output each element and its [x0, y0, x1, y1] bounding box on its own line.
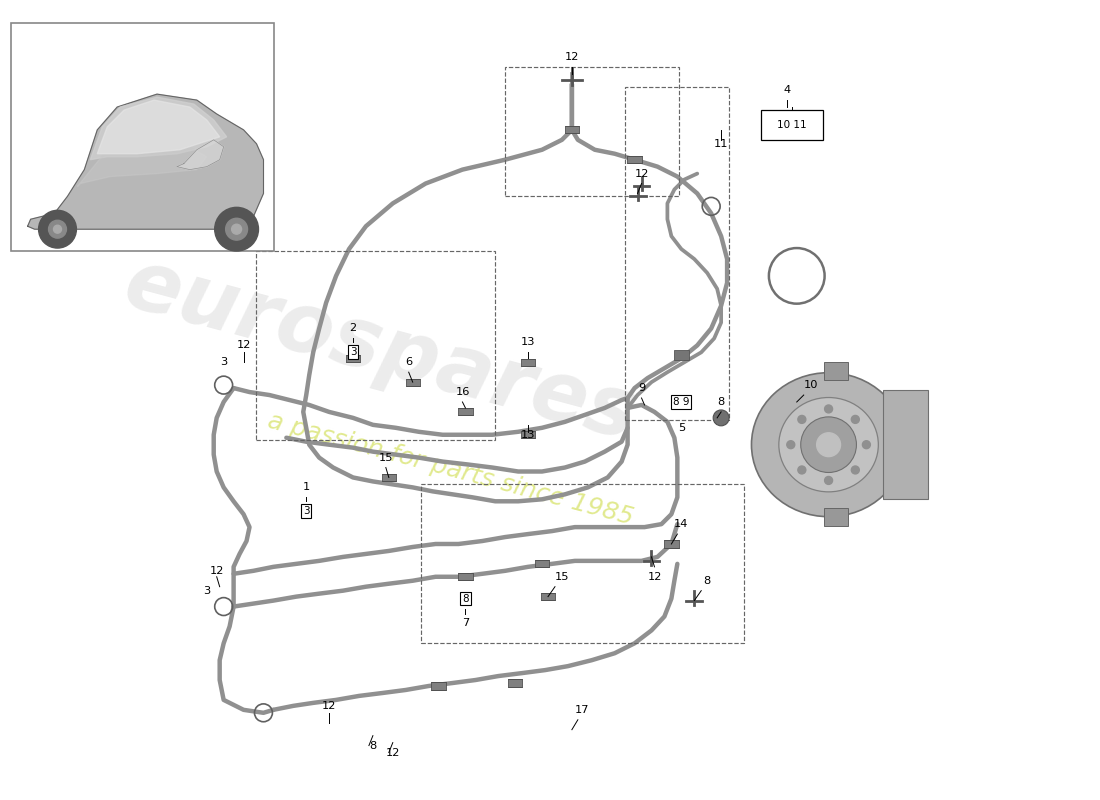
Text: 14: 14 — [674, 519, 689, 529]
Text: eurospares: eurospares — [116, 243, 646, 458]
Text: 3: 3 — [302, 506, 309, 516]
Text: 15: 15 — [554, 572, 569, 582]
Bar — [382, 474, 396, 481]
Polygon shape — [97, 100, 220, 154]
Text: 1: 1 — [302, 482, 310, 492]
Text: 8: 8 — [717, 397, 725, 407]
Text: 3: 3 — [220, 358, 228, 367]
Bar — [674, 350, 689, 360]
Text: 8 9: 8 9 — [673, 397, 690, 407]
Bar — [420, 485, 744, 643]
Circle shape — [851, 466, 859, 474]
Bar — [459, 573, 473, 580]
Bar — [508, 679, 522, 686]
Bar — [505, 67, 680, 197]
Text: 12: 12 — [635, 169, 649, 178]
Text: 6: 6 — [405, 358, 412, 367]
Bar — [406, 378, 420, 386]
Text: a passion for parts since 1985: a passion for parts since 1985 — [265, 409, 636, 530]
Text: 9: 9 — [638, 383, 646, 393]
Bar — [627, 156, 641, 163]
Circle shape — [862, 441, 870, 449]
Circle shape — [825, 405, 833, 413]
Ellipse shape — [751, 373, 905, 517]
Bar — [535, 560, 549, 567]
Text: 12: 12 — [322, 701, 337, 711]
Text: 12: 12 — [564, 52, 579, 62]
Bar — [824, 508, 848, 526]
Circle shape — [798, 415, 806, 423]
Circle shape — [39, 210, 76, 248]
Text: 15: 15 — [378, 453, 393, 462]
Bar — [564, 126, 579, 134]
Circle shape — [713, 410, 729, 426]
Bar — [345, 354, 360, 362]
Polygon shape — [28, 94, 264, 229]
Text: 16: 16 — [455, 387, 470, 397]
Text: 5: 5 — [678, 423, 685, 433]
Text: 12: 12 — [209, 566, 224, 576]
Text: 11: 11 — [714, 138, 728, 149]
Circle shape — [786, 441, 795, 449]
Circle shape — [48, 220, 66, 238]
Polygon shape — [177, 140, 223, 170]
Text: 7: 7 — [462, 618, 469, 629]
Text: 4: 4 — [783, 85, 791, 95]
Text: 8: 8 — [462, 594, 469, 604]
Text: 3: 3 — [350, 347, 356, 358]
Bar — [256, 251, 495, 440]
Circle shape — [54, 226, 62, 233]
Text: 17: 17 — [574, 705, 590, 715]
Bar — [11, 22, 274, 251]
Bar — [761, 110, 823, 140]
Bar — [883, 390, 928, 499]
Bar — [824, 362, 848, 380]
Circle shape — [226, 218, 248, 240]
Circle shape — [851, 415, 859, 423]
Bar — [664, 541, 679, 547]
Ellipse shape — [779, 398, 878, 492]
Text: 13: 13 — [521, 430, 536, 440]
Circle shape — [798, 466, 806, 474]
Text: 8: 8 — [370, 741, 376, 750]
Circle shape — [232, 224, 242, 234]
Bar — [459, 408, 473, 415]
Circle shape — [214, 207, 258, 251]
Text: 3: 3 — [204, 586, 210, 596]
Polygon shape — [77, 140, 207, 186]
Bar — [521, 431, 536, 438]
Polygon shape — [90, 97, 227, 160]
Circle shape — [816, 433, 840, 457]
Bar — [625, 87, 729, 420]
Bar — [521, 358, 536, 366]
Text: 2: 2 — [350, 323, 356, 334]
Text: 10 11: 10 11 — [777, 120, 806, 130]
Text: 12: 12 — [647, 572, 662, 582]
Text: 10: 10 — [803, 380, 818, 390]
Text: 8: 8 — [704, 576, 711, 586]
Circle shape — [801, 417, 857, 473]
Bar — [431, 682, 446, 690]
Text: 13: 13 — [521, 338, 536, 347]
Text: 12: 12 — [236, 340, 251, 350]
Text: 12: 12 — [386, 747, 400, 758]
Circle shape — [825, 477, 833, 485]
Bar — [541, 593, 556, 600]
